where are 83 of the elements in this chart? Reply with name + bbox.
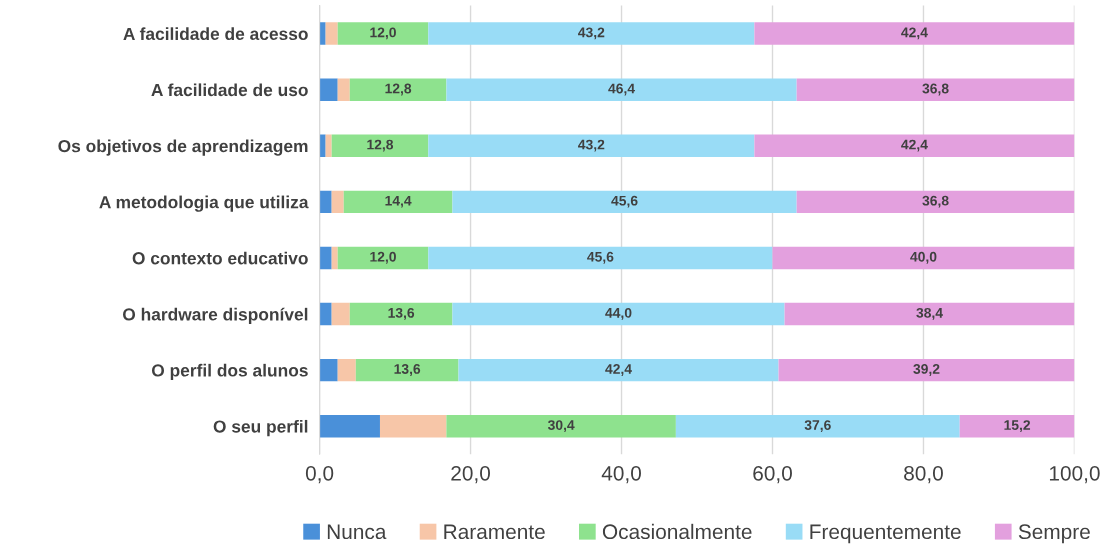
legend-label: Sempre [1018,524,1090,544]
bar [428,134,755,157]
data-label: 12,0 [370,251,396,264]
bar [796,190,1075,214]
bar [796,78,1075,101]
data-label: 45,6 [611,195,638,208]
bar [325,22,338,45]
bar [319,302,332,326]
bar [452,302,785,326]
data-label: 30,4 [547,420,575,432]
y-tick-label: O hardware disponível [123,307,308,325]
x-tick-label: 40,0 [601,465,641,484]
bar [319,78,338,101]
bar [331,190,344,214]
data-label: 44,0 [605,307,632,320]
data-label: 46,4 [608,83,635,96]
bar [754,22,1075,45]
bar [778,358,1075,382]
bar [337,358,356,382]
data-label: 43,2 [578,27,605,40]
bar [772,246,1075,270]
data-label: 14,4 [385,195,412,208]
x-tick-label: 60,0 [753,465,792,484]
data-label: 39,2 [913,364,940,376]
bar [784,302,1075,326]
data-label: 36,8 [922,195,949,208]
data-label: 42,4 [605,364,632,376]
y-tick-label: O contexto educativo [132,251,308,265]
bar [452,190,797,214]
y-tick-label: A facilidade de uso [151,83,308,97]
bar [331,246,338,270]
legend-label: Ocasionalmente [602,523,752,540]
y-tick-label: O perfil dos alunos [151,363,308,381]
bar [675,415,960,438]
legend-label: Frequentemente [810,524,961,544]
data-label: 42,4 [901,27,928,40]
data-label: 42,4 [901,139,928,152]
bar [319,246,332,270]
bar [337,22,429,45]
bar [319,415,380,438]
bar [428,246,773,270]
bar [319,358,338,382]
y-tick-label: O seu perfil [213,419,308,437]
bar [959,415,1075,438]
x-tick-label: 80,0 [904,465,943,484]
x-tick-label: 100,0 [1049,465,1100,484]
x-tick-label: 20,0 [451,465,491,484]
data-label: 43,2 [578,139,605,152]
bar [446,415,676,438]
bar [355,358,459,382]
bar [458,358,779,382]
data-label: 45,6 [587,251,614,264]
y-tick-label: Os objetivos de aprendizagem [58,139,308,156]
data-label: 40,0 [910,251,937,264]
bar [428,22,755,45]
legend-label: Raramente [444,524,545,540]
data-label: 38,4 [916,307,943,320]
bar [349,78,447,101]
bar [337,246,429,270]
bar [337,78,350,101]
x-tick-label: 0,0 [305,465,334,484]
bar [319,22,326,45]
y-tick-label: A facilidade de acesso [123,27,308,41]
bar [379,415,447,438]
legend-label: Nunca [327,524,387,540]
bar [349,302,453,326]
data-label: 36,8 [922,83,949,96]
data-label: 12,0 [370,27,396,40]
data-label: 12,8 [367,139,394,152]
bar [331,302,350,326]
bar [319,134,326,157]
y-tick-label: A metodologia que utiliza [99,195,309,212]
data-label: 13,6 [388,307,415,320]
data-label: 37,6 [804,420,831,432]
data-label: 13,6 [394,364,421,376]
bar [343,190,453,214]
bar [319,190,332,214]
bar [331,134,429,157]
data-label: 12,8 [385,83,412,96]
bar [754,134,1075,157]
bar [325,134,332,157]
bar [446,78,797,101]
data-label: 15,2 [1004,420,1031,432]
